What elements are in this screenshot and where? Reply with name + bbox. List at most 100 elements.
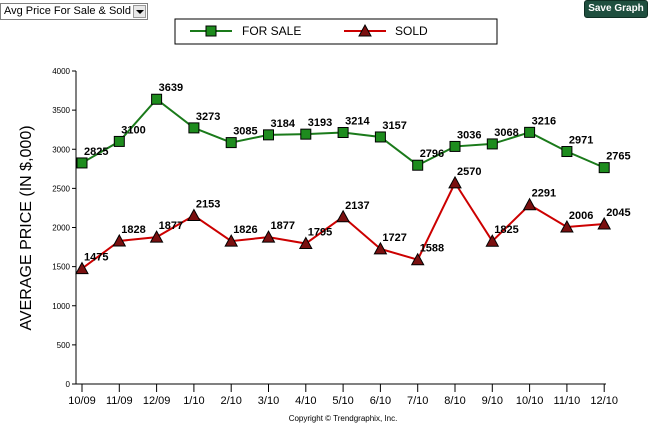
y-tick-label: 1000 <box>52 302 70 311</box>
x-tick-label: 4/10 <box>295 395 316 407</box>
for-sale-point <box>337 127 349 139</box>
y-tick-label: 0 <box>66 380 71 389</box>
for-sale-data-label: 3273 <box>196 111 220 123</box>
legend-for-sale-label: FOR SALE <box>242 24 301 38</box>
sold-data-label: 2153 <box>196 199 220 211</box>
for-sale-point <box>561 146 573 158</box>
save-graph-button[interactable]: Save Graph <box>584 0 648 18</box>
x-tick-label: 9/10 <box>482 395 503 407</box>
for-sale-data-label: 2971 <box>569 135 593 147</box>
sold-point <box>597 216 612 230</box>
sold-data-label: 1795 <box>308 227 332 239</box>
for-sale-data-label: 3068 <box>494 127 518 139</box>
series-lines <box>81 97 605 270</box>
copyright: Copyright © Trendgraphix, Inc. <box>289 414 398 423</box>
legend: FOR SALE SOLD <box>174 18 498 45</box>
for-sale-point <box>300 128 312 140</box>
y-tick-label: 2000 <box>52 224 70 233</box>
for-sale-point <box>225 137 237 149</box>
for-sale-point <box>486 138 498 150</box>
x-tick-label: 10/09 <box>68 395 96 407</box>
sold-data-label: 2291 <box>532 188 556 200</box>
axes: 0 500 1000 1500 2000 2500 3000 3500 4000 10/09 11/… <box>52 67 618 407</box>
sold-point <box>485 234 500 247</box>
y-tick-label: 4000 <box>52 67 70 76</box>
sold-point <box>560 219 574 233</box>
sold-data-label: 2006 <box>569 210 593 222</box>
sold-point <box>336 209 350 223</box>
for-sale-data-label: 2825 <box>84 146 108 158</box>
for-sale-data-label: 3214 <box>345 116 370 128</box>
for-sale-data-label: 3100 <box>121 124 145 136</box>
y-tick-label: 1500 <box>52 263 70 272</box>
sold-data-label: 2137 <box>345 200 369 212</box>
x-tick-label: 8/10 <box>444 395 465 407</box>
y-tick-label: 2500 <box>52 184 70 193</box>
data-labels: 2825 3100 3639 3273 3085 3184 3193 3214 3157 2796… <box>84 82 631 263</box>
x-tick-label: 3/10 <box>258 395 279 407</box>
for-sale-data-label: 3085 <box>233 126 257 138</box>
sold-point <box>298 236 313 250</box>
for-sale-point <box>263 129 274 141</box>
for-sale-point <box>188 122 200 134</box>
sold-data-label: 1727 <box>382 232 406 244</box>
sold-data-label: 1825 <box>494 224 518 236</box>
sold-data-label: 1877 <box>271 220 295 232</box>
for-sale-point <box>412 159 424 171</box>
for-sale-data-label: 3216 <box>532 115 556 127</box>
sold-point <box>448 175 462 189</box>
y-tick-label: 3000 <box>52 145 70 154</box>
for-sale-point <box>374 131 386 143</box>
x-tick-label: 5/10 <box>332 395 353 407</box>
sold-point <box>522 197 537 211</box>
x-tick-label: 12/10 <box>590 395 618 407</box>
x-tick-label: 12/09 <box>143 395 171 407</box>
sold-point <box>187 208 201 222</box>
sold-data-label: 2570 <box>457 166 481 178</box>
sold-point <box>75 261 89 275</box>
y-tick-label: 3500 <box>52 106 70 115</box>
sold-point <box>112 233 127 247</box>
sold-point <box>261 230 276 243</box>
for-sale-point <box>151 93 163 105</box>
x-tick-label: 2/10 <box>220 395 241 407</box>
sold-point <box>149 230 164 243</box>
metric-select-value: Avg Price For Sale & Sold <box>4 5 131 17</box>
for-sale-point <box>598 162 610 174</box>
for-sale-data-label: 2765 <box>606 151 630 163</box>
x-tick-label: 1/10 <box>183 395 204 407</box>
x-tick-label: 10/10 <box>516 395 544 407</box>
x-tick-label: 7/10 <box>407 395 428 407</box>
y-axis-label: AVERAGE PRICE (IN $,000) <box>18 125 35 330</box>
legend-for-sale-marker <box>205 25 217 37</box>
for-sale-data-label: 3639 <box>159 82 183 94</box>
sold-point <box>373 241 388 255</box>
legend-sold-label: SOLD <box>395 24 428 38</box>
y-tick-label: 500 <box>57 341 71 350</box>
for-sale-data-label: 3036 <box>457 129 481 141</box>
sold-data-label: 1588 <box>420 243 444 255</box>
for-sale-point <box>113 135 125 147</box>
for-sale-point <box>449 140 461 152</box>
metric-select[interactable]: Avg Price For Sale & Sold <box>0 3 148 20</box>
for-sale-data-label: 2796 <box>420 148 444 160</box>
legend-sold-marker <box>358 23 372 37</box>
sold-data-label: 1475 <box>84 252 108 264</box>
chevron-down-icon[interactable] <box>133 5 146 18</box>
sold-data-label: 1826 <box>233 224 257 236</box>
sold-data-label: 2045 <box>606 207 630 219</box>
sold-data-label: 1877 <box>159 220 183 232</box>
for-sale-point <box>76 157 88 169</box>
sold-data-label: 1828 <box>121 224 145 236</box>
for-sale-data-label: 3184 <box>271 118 296 130</box>
sold-point <box>410 252 425 266</box>
for-sale-data-label: 3193 <box>308 117 332 129</box>
for-sale-data-label: 3157 <box>382 120 406 132</box>
x-tick-label: 11/09 <box>106 395 133 407</box>
x-tick-label: 11/10 <box>554 395 581 407</box>
for-sale-point <box>524 126 536 138</box>
x-tick-label: 6/10 <box>370 395 391 407</box>
sold-point <box>224 234 239 247</box>
markers <box>75 93 612 275</box>
